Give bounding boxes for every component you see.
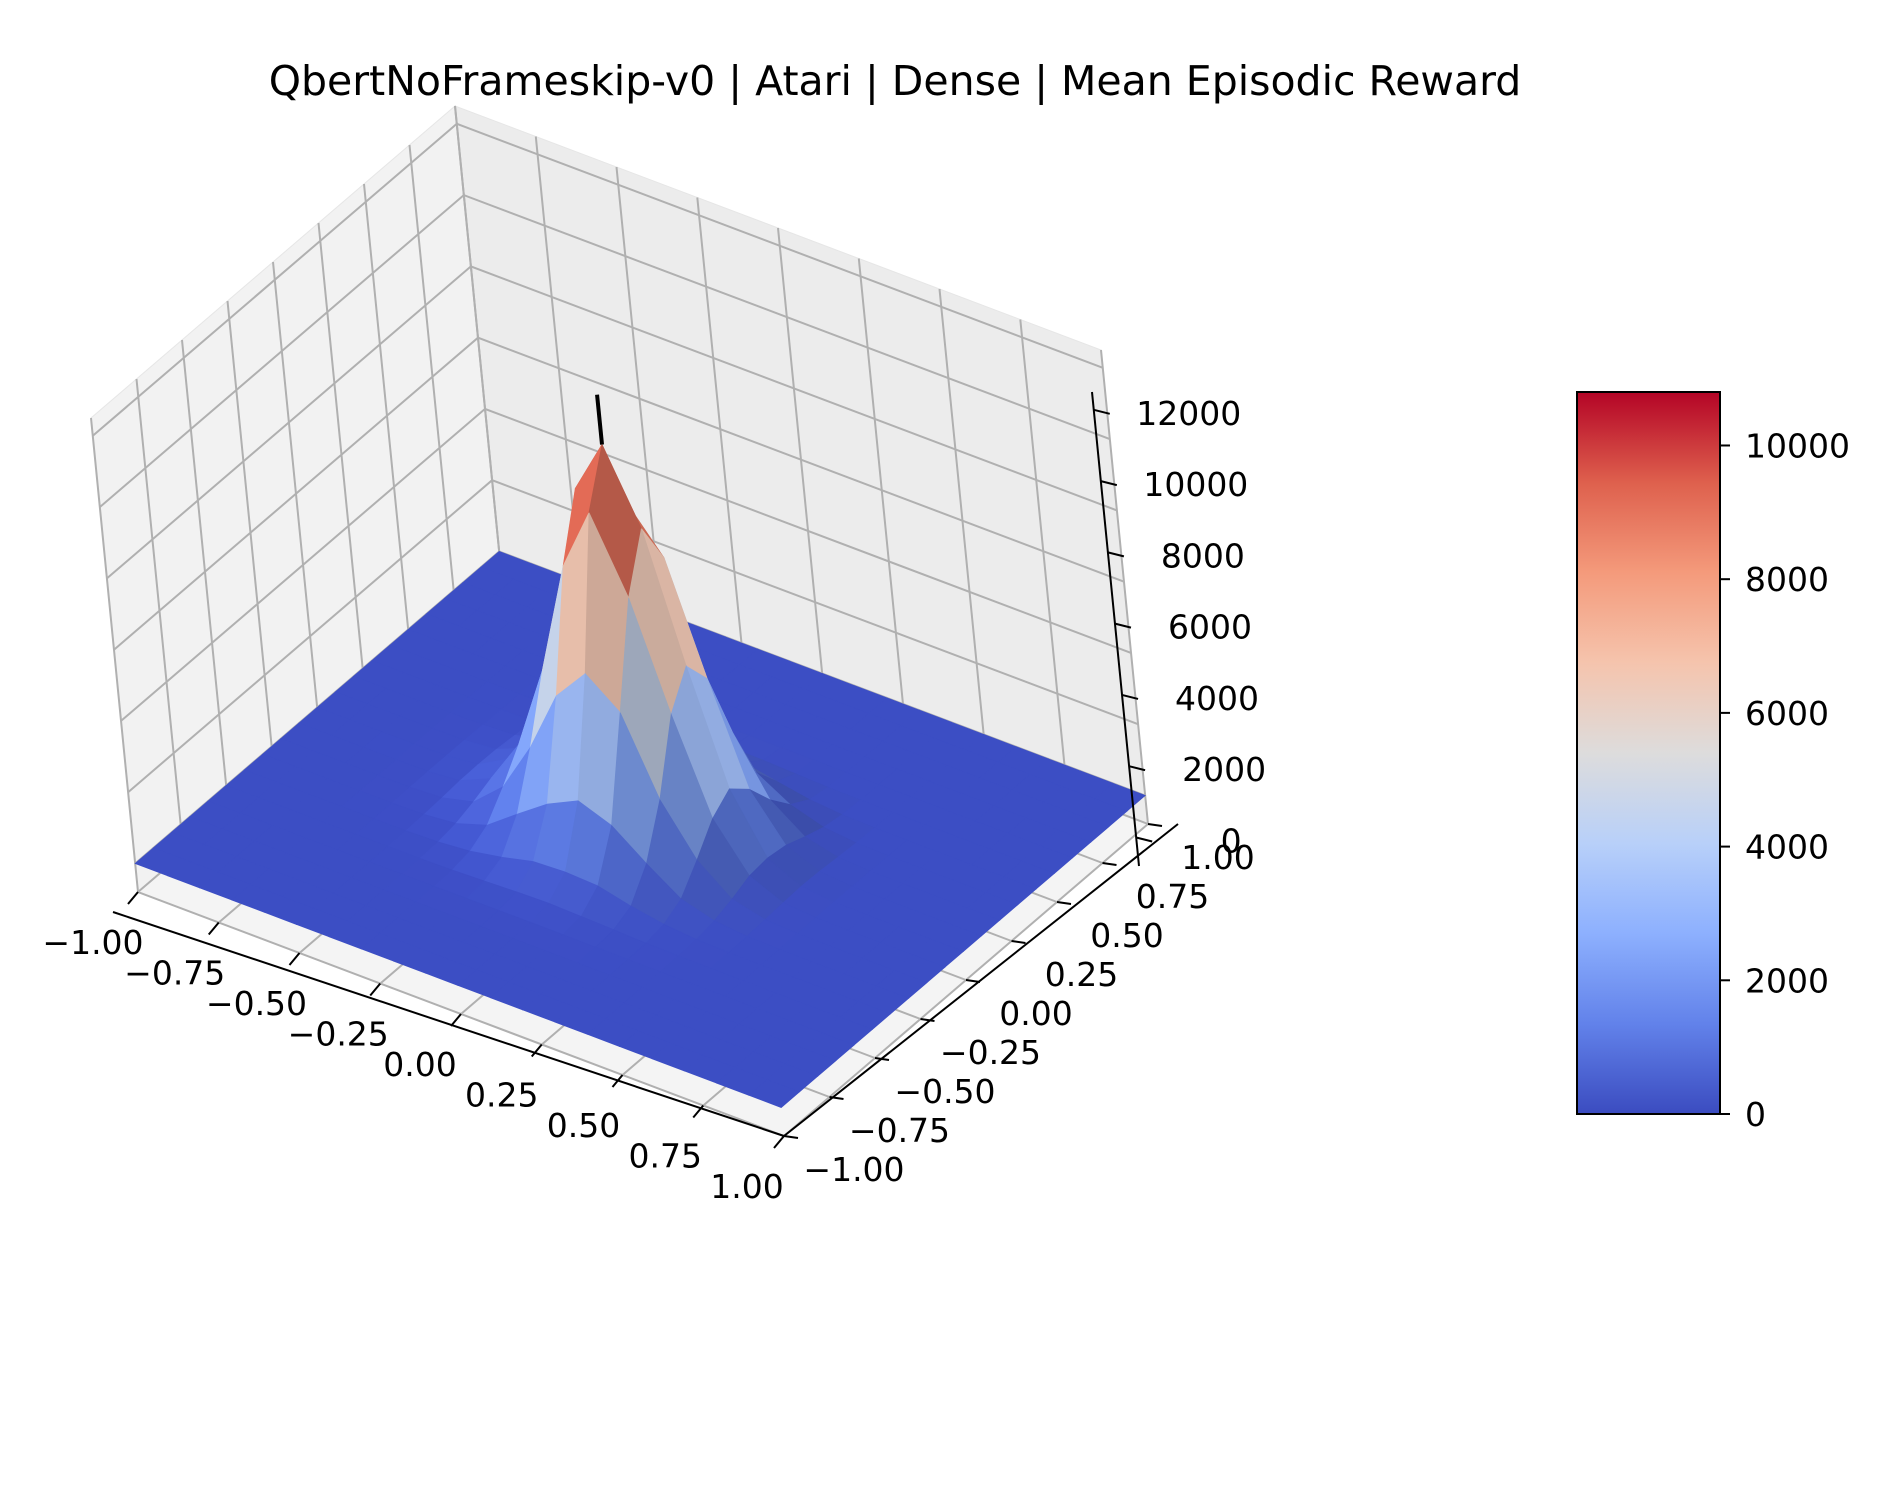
x-tick-mark <box>450 1013 462 1027</box>
y-tick-label: 1.00 <box>1181 838 1254 877</box>
z-tick-mark <box>1135 836 1153 843</box>
z-tick-label: 10000 <box>1143 465 1248 504</box>
y-tick-label: 0.25 <box>1045 955 1118 994</box>
y-tick-mark <box>1147 823 1163 827</box>
x-tick-label: 0.25 <box>465 1076 538 1115</box>
z-tick-label: 6000 <box>1168 608 1252 647</box>
z-tick-mark <box>1121 693 1139 700</box>
x-tick-label: −0.25 <box>288 1015 389 1054</box>
x-tick-label: −0.75 <box>124 954 225 993</box>
z-axis-ticks: 0 2000 4000 6000 8000 10000 12000 <box>1093 394 1266 860</box>
z-tick-label: 2000 <box>1182 750 1266 789</box>
axis-lines <box>112 391 1179 1137</box>
x-tick-mark <box>692 1104 705 1119</box>
z-tick-mark <box>1114 622 1132 629</box>
y-tick-mark <box>1011 940 1026 944</box>
y-tick-label: 0.50 <box>1090 916 1163 955</box>
colorbar-tick-label: 4000 <box>1745 828 1829 867</box>
colorbar-gradient <box>1576 391 1721 1115</box>
colorbar-tick-label: 10000 <box>1745 426 1850 465</box>
x-tick-label: 0.00 <box>383 1045 456 1084</box>
y-tick-mark <box>920 1018 935 1022</box>
x-tick-label: −1.00 <box>42 923 143 962</box>
z-axis-line <box>1091 391 1140 867</box>
y-tick-label: −0.75 <box>849 1111 950 1150</box>
z-tick-mark <box>1107 551 1125 558</box>
peak-marker <box>595 394 604 445</box>
x-tick-mark <box>288 952 301 966</box>
z-tick-mark <box>1100 480 1118 487</box>
colorbar-ticks: 0 2000 4000 6000 8000 10000 <box>1720 426 1850 1134</box>
x-tick-label: 0.75 <box>629 1137 702 1176</box>
y-tick-mark <box>874 1057 890 1061</box>
z-gridline <box>106 265 1118 580</box>
y-tick-label: −0.25 <box>940 1033 1041 1072</box>
x-tick-mark <box>127 891 139 905</box>
y-tick-label: −1.00 <box>803 1150 904 1189</box>
z-gridline <box>120 407 1132 722</box>
x-tick-mark <box>773 1135 785 1149</box>
chart-title: QbertNoFrameskip-v0 | Atari | Dense | Me… <box>269 57 1521 105</box>
peak-marker-line <box>595 394 604 445</box>
axes-3d: −1.00−0.75−0.50−0.250.000.250.500.751.00… <box>42 104 1266 1206</box>
x-axis-ticks: −1.00−0.75−0.50−0.250.000.250.500.751.00 <box>42 891 785 1206</box>
y-axis-line <box>783 823 1179 1137</box>
colorbar: 0 2000 4000 6000 8000 10000 <box>1576 391 1850 1134</box>
y-tick-mark <box>1056 901 1072 905</box>
z-gridline <box>99 193 1111 508</box>
y-tick-label: 0.75 <box>1136 877 1209 916</box>
x-tick-mark <box>530 1043 543 1058</box>
colorbar-tick-label: 2000 <box>1745 961 1829 1000</box>
y-tick-label: 0.00 <box>999 994 1072 1033</box>
x-tick-mark <box>369 982 382 997</box>
y-tick-mark <box>783 1135 799 1139</box>
y-tick-label: −0.50 <box>894 1072 995 1111</box>
x-tick-mark <box>207 921 220 936</box>
x-tick-label: 1.00 <box>710 1167 783 1206</box>
z-tick-label: 4000 <box>1175 679 1259 718</box>
y-tick-mark <box>965 979 981 983</box>
z-gridline <box>127 479 1139 793</box>
x-tick-label: 0.50 <box>547 1106 620 1145</box>
z-gridline <box>113 336 1125 651</box>
x-tick-label: −0.50 <box>206 984 307 1023</box>
colorbar-tick-label: 6000 <box>1745 694 1829 733</box>
x-axis-line <box>112 911 785 1137</box>
surface-facet <box>748 1079 801 1108</box>
z-tick-mark <box>1128 765 1146 772</box>
colorbar-tick-label: 0 <box>1745 1095 1766 1134</box>
y-axis-ticks: −1.00−0.75−0.50−0.250.000.250.500.751.00 <box>783 823 1255 1189</box>
z-gridline <box>92 122 1104 437</box>
reward-surface <box>134 443 1146 1108</box>
z-tick-label: 0 <box>1221 821 1242 860</box>
z-tick-label: 8000 <box>1161 536 1245 575</box>
y-tick-mark <box>829 1096 844 1100</box>
x-tick-mark <box>611 1074 624 1088</box>
z-tick-label: 12000 <box>1136 394 1241 433</box>
z-tick-mark <box>1093 408 1111 415</box>
colorbar-tick-label: 8000 <box>1745 560 1829 599</box>
y-tick-mark <box>1102 862 1117 866</box>
